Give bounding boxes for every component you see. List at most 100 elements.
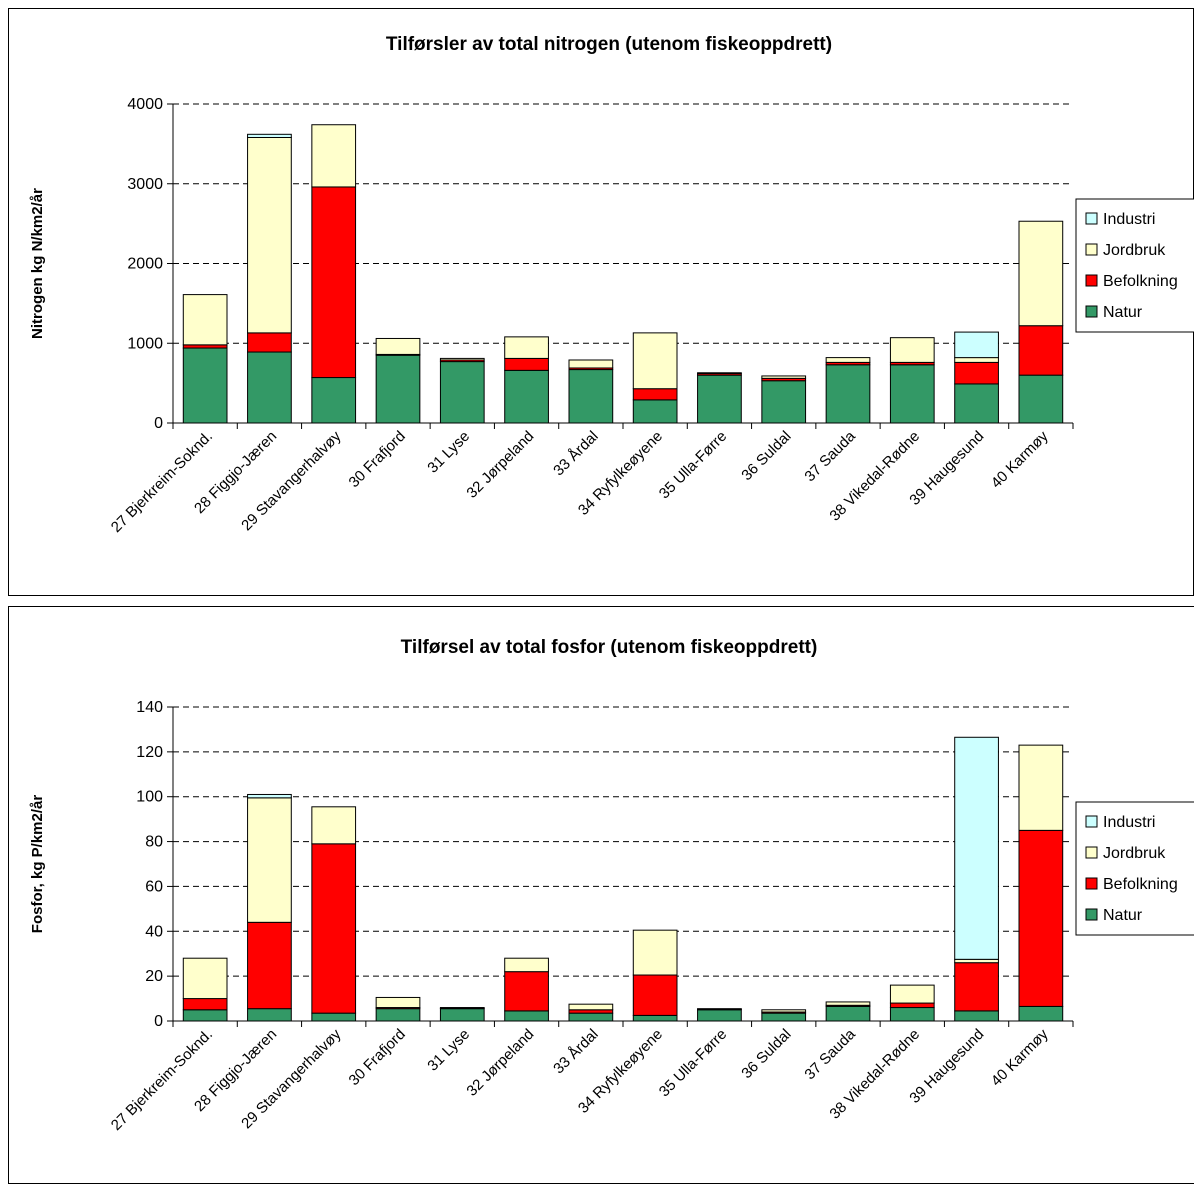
nitrogen-y-axis-label: Nitrogen kg N/km2/år [29,188,46,339]
nitrogen-bar-jordbruk [954,357,999,363]
phosphorus-x-tick-label: 31 Lyse [424,1026,473,1075]
nitrogen-bar-befolkning [504,357,549,371]
nitrogen-legend-label-industri: Industri [1103,211,1155,228]
phosphorus-y-tick-label: 100 [136,789,163,806]
phosphorus-legend-label-jordbruk: Jordbruk [1103,845,1166,862]
phosphorus-bar-industri [247,793,292,799]
nitrogen-legend-swatch-befolkning [1085,274,1098,287]
phosphorus-bar-jordbruk [182,957,228,1000]
nitrogen-x-tick-label: 37 Sauda [801,427,859,485]
nitrogen-bar-natur [1018,374,1064,424]
nitrogen-bar-natur [889,364,935,424]
nitrogen-chart: Tilførsler av total nitrogen (utenom fis… [29,34,1194,536]
nitrogen-bar-natur [439,361,485,424]
nitrogen-bar-jordbruk [632,332,678,390]
phosphorus-bar-natur [1018,1005,1064,1022]
nitrogen-x-tick-label: 36 Suldal [738,428,794,484]
nitrogen-bar-befolkning [247,332,292,353]
nitrogen-bar-jordbruk [889,337,935,363]
nitrogen-bar-natur [311,377,357,424]
nitrogen-x-tick-label: 33 Årdal [550,428,602,480]
phosphorus-bar-jordbruk [1018,744,1064,831]
phosphorus-bar-jordbruk [697,1008,742,1010]
phosphorus-bar-jordbruk [954,958,999,964]
phosphorus-x-tick-label: 35 Ulla-Førre [656,1026,731,1101]
phosphorus-bar-jordbruk [504,957,549,973]
phosphorus-legend-swatch-natur [1085,908,1098,921]
phosphorus-bar-befolkning [311,843,357,1014]
phosphorus-bar-befolkning [1018,829,1064,1007]
nitrogen-bar-natur [182,347,228,424]
nitrogen-x-tick-label: 27 Bjerkreim-Soknd. [108,428,216,536]
nitrogen-bar-natur [825,364,871,424]
nitrogen-legend-label-jordbruk: Jordbruk [1103,242,1166,259]
nitrogen-bar-natur [632,399,678,424]
phosphorus-bar-befolkning [568,1009,614,1014]
phosphorus-y-tick-label: 60 [145,878,163,895]
phosphorus-bar-natur [632,1014,678,1022]
nitrogen-legend: Industri Jordbruk Befolkning Natur [1075,198,1194,333]
phosphorus-x-tick-label: 32 Jørpeland [463,1026,537,1100]
phosphorus-y-tick-label: 40 [145,923,163,940]
nitrogen-bar-natur [954,383,999,424]
phosphorus-x-tick-label: 36 Suldal [738,1026,794,1082]
nitrogen-chart-panel: Tilførsler av total nitrogen (utenom fis… [8,8,1194,596]
phosphorus-bar-befolkning [889,1002,935,1009]
phosphorus-x-tick-label: 37 Sauda [801,1025,859,1083]
phosphorus-bar-natur [375,1008,421,1022]
nitrogen-bar-natur [504,369,549,424]
phosphorus-x-tick-label: 27 Bjerkreim-Soknd. [108,1026,216,1134]
nitrogen-bar-jordbruk [439,357,485,361]
phosphorus-bar-befolkning [182,998,228,1011]
phosphorus-legend-label-befolkning: Befolkning [1103,876,1178,893]
phosphorus-legend-label-natur: Natur [1103,907,1143,924]
nitrogen-legend-swatch-industri [1085,212,1098,225]
phosphorus-bar-natur [825,1005,871,1022]
nitrogen-y-tick-label: 2000 [127,256,163,273]
nitrogen-bar-jordbruk [504,336,549,359]
nitrogen-x-tick-label: 31 Lyse [424,428,473,477]
phosphorus-bar-natur [311,1012,357,1022]
phosphorus-x-tick-label: 30 Frafjord [346,1026,409,1089]
phosphorus-bar-jordbruk [311,806,357,845]
phosphorus-bar-natur [247,1008,292,1022]
phosphorus-y-tick-label: 0 [154,1013,163,1030]
nitrogen-bar-natur [375,354,421,424]
nitrogen-bar-jordbruk [568,359,614,369]
phosphorus-bar-befolkning [632,974,678,1016]
phosphorus-bar-befolkning [247,921,292,1010]
nitrogen-x-tick-label: 40 Karmøy [988,427,1052,491]
nitrogen-y-tick-label: 3000 [127,176,163,193]
phosphorus-legend-swatch-befolkning [1085,877,1098,890]
phosphorus-bar-jordbruk [889,984,935,1004]
phosphorus-bar-natur [697,1009,742,1022]
nitrogen-x-tick-label: 30 Frafjord [346,428,409,491]
phosphorus-bar-jordbruk [632,929,678,976]
phosphorus-bar-befolkning [504,971,549,1012]
nitrogen-x-tick-label: 35 Ulla-Førre [656,428,731,503]
phosphorus-bar-natur [889,1007,935,1022]
phosphorus-legend-label-industri: Industri [1103,814,1155,831]
phosphorus-bar-befolkning [954,962,999,1012]
nitrogen-bar-natur [761,380,807,424]
phosphorus-y-tick-label: 120 [136,744,163,761]
phosphorus-bar-jordbruk [568,1003,614,1011]
nitrogen-bar-jordbruk [247,136,292,334]
nitrogen-y-tick-label: 1000 [127,335,163,352]
nitrogen-y-tick-label: 4000 [127,96,163,113]
nitrogen-bar-befolkning [311,186,357,379]
nitrogen-bar-jordbruk [311,124,357,188]
nitrogen-bar-jordbruk [375,337,421,355]
phosphorus-chart-title: Tilførsel av total fosfor (utenom fiskeo… [401,637,818,658]
phosphorus-bar-industri [954,736,999,960]
phosphorus-legend: Industri Jordbruk Befolkning Natur [1075,801,1194,936]
nitrogen-legend-label-befolkning: Befolkning [1103,273,1178,290]
phosphorus-chart: Tilførsel av total fosfor (utenom fiskeo… [29,637,1194,1134]
nitrogen-bar-jordbruk [697,372,742,375]
phosphorus-bar-jordbruk [247,797,292,923]
nitrogen-bar-industri [954,331,999,359]
nitrogen-legend-swatch-natur [1085,305,1098,318]
nitrogen-legend-label-natur: Natur [1103,304,1143,321]
nitrogen-bar-jordbruk [761,375,807,379]
nitrogen-x-tick-label: 32 Jørpeland [463,428,537,502]
